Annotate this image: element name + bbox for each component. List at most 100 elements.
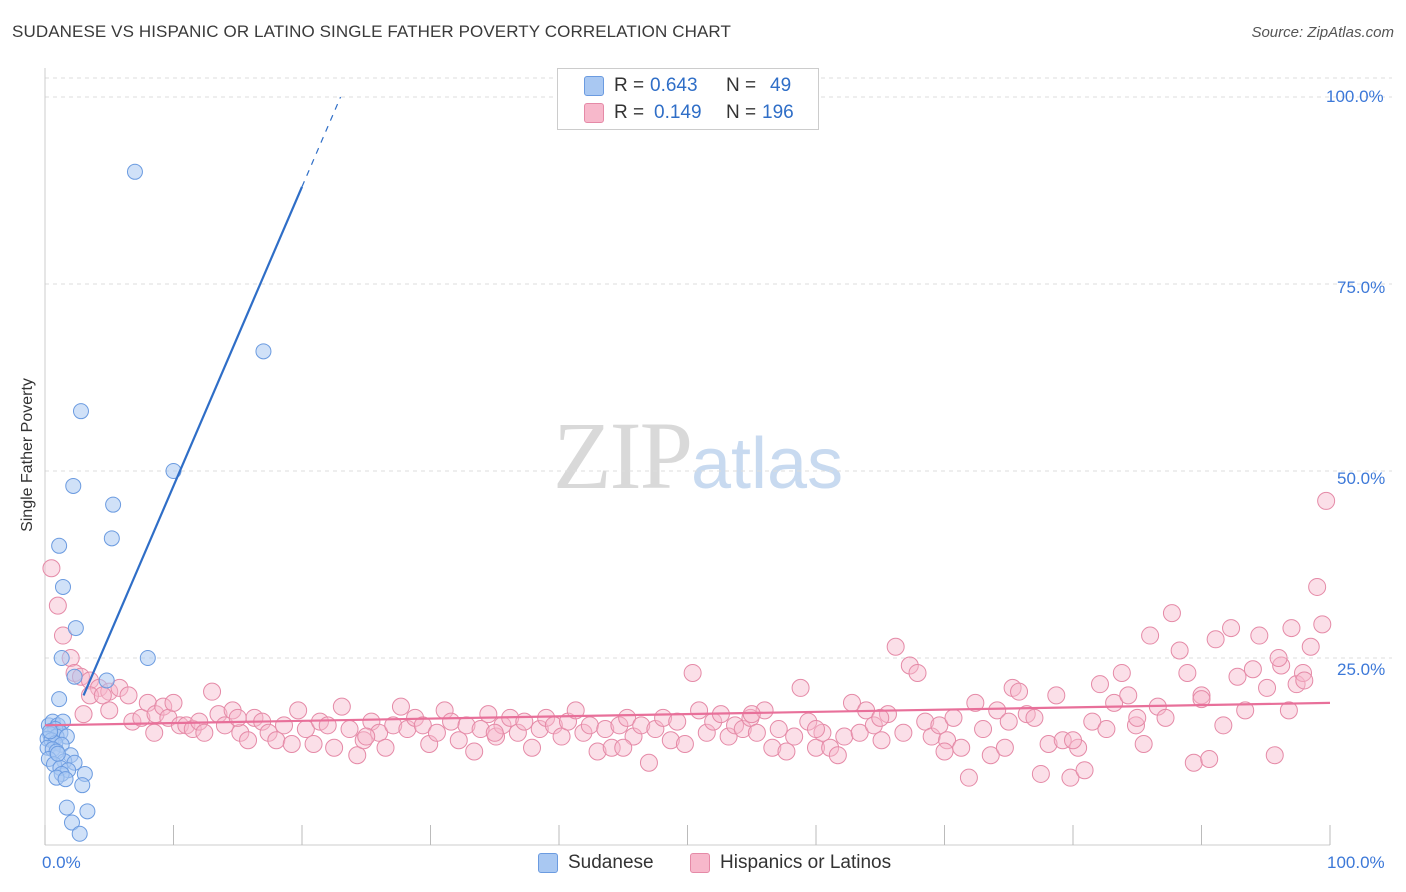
hispanic-point xyxy=(588,742,607,761)
hispanic-point xyxy=(100,701,119,720)
hispanic-point xyxy=(683,663,702,682)
chart-source: Source: ZipAtlas.com xyxy=(1251,24,1394,41)
hispanic-point xyxy=(1236,701,1255,720)
x-tick-label-max: 100.0% xyxy=(1327,853,1385,872)
hispanic-point xyxy=(42,559,61,578)
hispanic-point xyxy=(53,626,72,645)
legend-n-label: N = xyxy=(726,102,757,123)
hispanic-point xyxy=(357,727,376,746)
bottom-legend-sudanese: Sudanese xyxy=(538,852,668,876)
hispanic-point xyxy=(304,735,323,754)
hispanic-point xyxy=(1269,649,1288,667)
hispanic-point xyxy=(1178,663,1197,682)
hispanic-point xyxy=(523,738,542,757)
hispanic-point xyxy=(1064,731,1082,750)
hispanic-point xyxy=(289,701,308,720)
hispanic-point xyxy=(195,723,214,742)
hispanic-point xyxy=(596,720,615,739)
sudanese-point xyxy=(103,530,120,547)
sudanese-point xyxy=(51,537,68,554)
hispanic-point xyxy=(123,712,142,731)
hispanic-point xyxy=(1053,731,1072,750)
hispanic-point xyxy=(675,735,694,754)
y-tick-label: 50.0% xyxy=(1337,469,1386,488)
hispanic-point xyxy=(132,708,151,727)
hispanic-point xyxy=(1061,768,1080,787)
hispanic-point xyxy=(1134,735,1153,754)
hispanic-point xyxy=(835,727,854,746)
sudanese-point xyxy=(42,723,59,740)
hispanic-point xyxy=(999,712,1018,731)
hispanic-point xyxy=(1200,749,1219,768)
legend-n-value: 196 xyxy=(762,102,794,123)
sudanese-point xyxy=(255,343,272,360)
sudanese-trend-extension xyxy=(301,96,342,187)
hispanic-point xyxy=(1184,753,1203,772)
hispanic-point xyxy=(275,716,294,735)
hispanic-point xyxy=(1126,716,1145,735)
hispanic-point xyxy=(1272,656,1291,675)
hispanic-point xyxy=(154,697,173,716)
hispanic-point xyxy=(1308,577,1327,596)
hispanic-point xyxy=(668,712,687,731)
hispanic-point xyxy=(1222,619,1241,638)
hispanic-point xyxy=(566,701,585,720)
hispanic-point xyxy=(1294,663,1313,682)
legend-r-value: 0.643 xyxy=(650,75,698,96)
pink-points-layer xyxy=(42,491,1336,787)
hispanic-point xyxy=(1214,716,1233,735)
hispanic-point xyxy=(938,731,957,750)
hispanic-point xyxy=(908,663,927,682)
hispanic-point xyxy=(457,716,476,735)
hispanic-point xyxy=(981,746,1000,765)
hispanic-point xyxy=(442,712,461,731)
hispanic-point xyxy=(763,738,782,757)
hispanic-point xyxy=(325,738,344,757)
hispanic-point xyxy=(944,708,963,727)
hispanic-point xyxy=(580,716,599,735)
sudanese-point xyxy=(71,825,88,842)
hispanic-point xyxy=(632,716,651,735)
hispanic-point xyxy=(610,716,629,735)
sudanese-point xyxy=(66,668,83,685)
hispanic-point xyxy=(1282,619,1301,638)
hispanic-point xyxy=(231,723,250,742)
hispanic-point xyxy=(639,753,658,772)
hispanic-point xyxy=(574,723,593,742)
sudanese-point xyxy=(72,403,89,420)
hispanic-point xyxy=(1192,686,1211,705)
bottom-legend-swatch-pink xyxy=(690,853,710,873)
sudanese-point xyxy=(49,745,66,762)
hispanic-point xyxy=(872,731,891,750)
y-tick-label: 75.0% xyxy=(1337,278,1386,297)
hispanic-point xyxy=(267,731,286,750)
x-tick-label-min: 0.0% xyxy=(42,853,81,872)
hispanic-point xyxy=(1250,626,1269,645)
legend-r-value: 0.149 xyxy=(654,102,702,123)
sudanese-point xyxy=(51,691,68,708)
hispanic-point xyxy=(690,701,709,720)
hispanic-point xyxy=(959,768,978,787)
sudanese-point xyxy=(126,163,143,180)
sudanese-point xyxy=(58,799,75,816)
hispanic-point xyxy=(930,716,949,735)
hispanic-point xyxy=(900,656,919,675)
watermark-zip: ZIP xyxy=(553,402,693,509)
hispanic-point xyxy=(1243,660,1262,679)
hispanic-point xyxy=(282,735,301,754)
hispanic-point xyxy=(530,720,549,739)
hispanic-point xyxy=(952,738,971,757)
hispanic-point xyxy=(1192,690,1211,709)
hispanic-point xyxy=(413,716,432,735)
hispanic-point xyxy=(1162,604,1181,623)
axis-layer xyxy=(44,68,1331,846)
hispanic-point xyxy=(785,727,804,746)
hispanic-point xyxy=(515,712,534,731)
hispanic-point xyxy=(1083,712,1102,731)
hispanic-point xyxy=(465,742,484,761)
sudanese-point xyxy=(67,620,84,637)
legend-n-label: N = xyxy=(726,75,757,96)
hispanic-point xyxy=(1097,720,1116,739)
hispanic-point xyxy=(119,686,138,705)
hispanic-point xyxy=(1301,637,1320,656)
